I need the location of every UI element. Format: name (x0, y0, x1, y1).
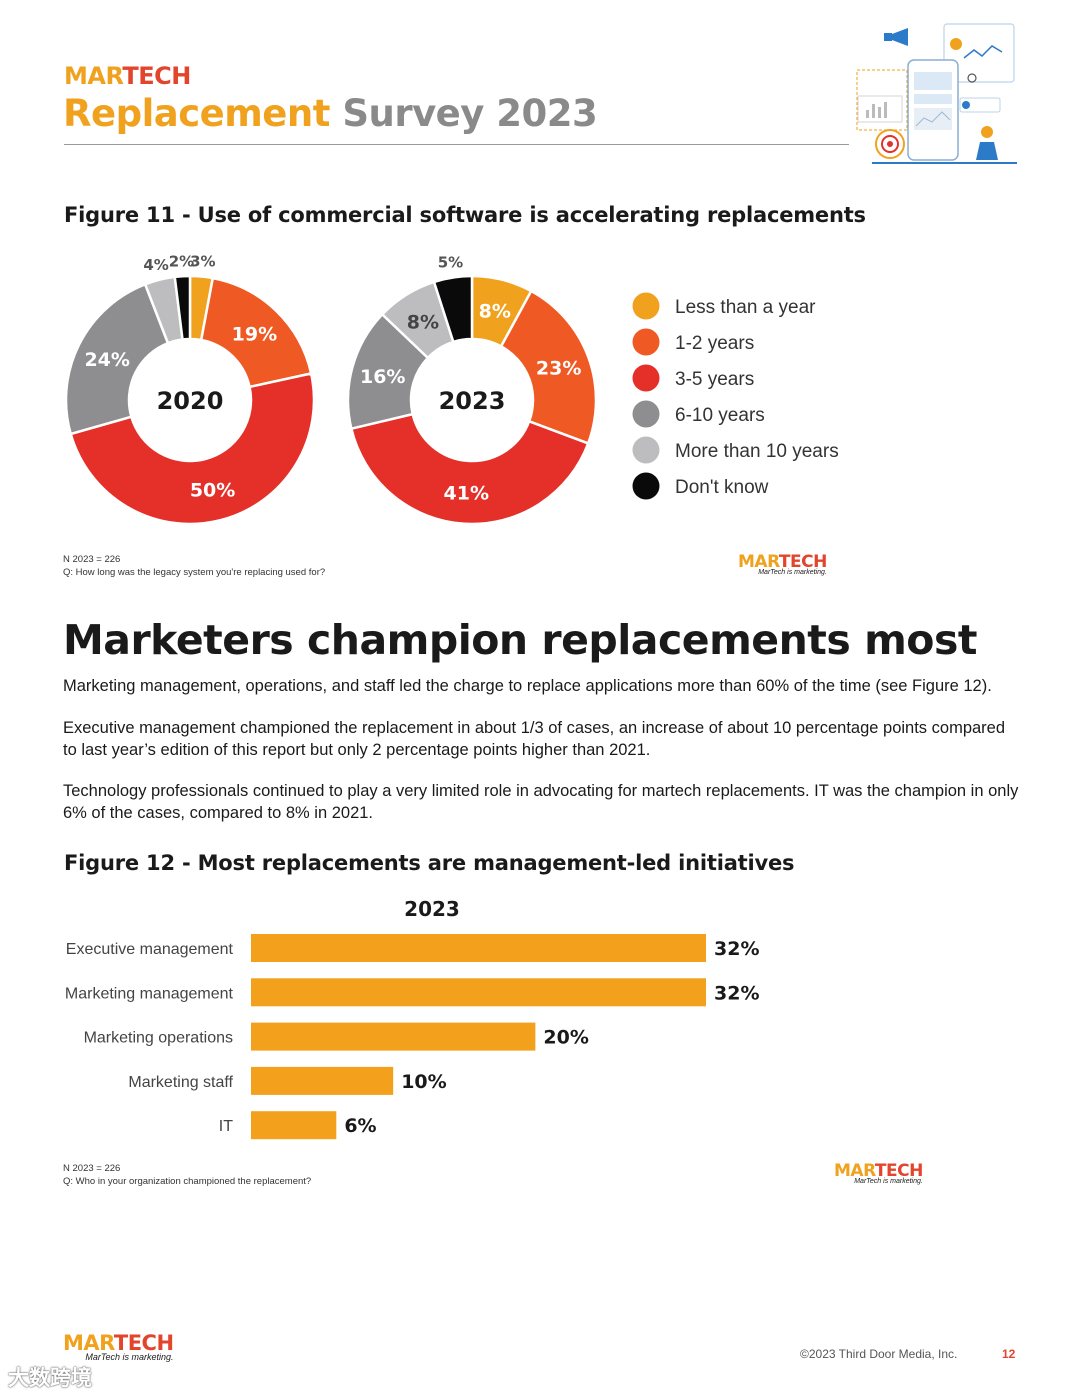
bar-chart-title: 2023 (404, 897, 460, 921)
figure-12-bar-chart: 2023 Executive management 32% Marketing man… (65, 897, 759, 1140)
brand-logo-text-b: TECH (874, 1161, 923, 1181)
marketing-illustration (856, 23, 1017, 164)
page-title: Replacement Survey 2023 (63, 92, 598, 135)
bar-value-marketing-staff: 10% (401, 1071, 446, 1093)
bar-category-marketing-staff: Marketing staff (128, 1074, 233, 1091)
donut-2023-slice-1-2-years (499, 289, 598, 446)
bar-value-it: 6% (344, 1115, 376, 1137)
donut-center-label-2020: 2020 (157, 387, 224, 415)
figure-11-question: Q: How long was the legacy system you're… (63, 567, 326, 578)
figure-12-title: Figure 12 - Most replacements are manage… (64, 851, 795, 875)
legend-label-less-than-a-year: Less than a year (675, 297, 816, 318)
bar-value-executive-management: 32% (714, 938, 759, 960)
bar-marketing-staff (251, 1066, 394, 1095)
bar-marketing-management (251, 978, 706, 1007)
legend-label-don-t-know: Don't know (675, 477, 769, 498)
brand-logo-text-a: MAR (63, 1331, 114, 1355)
brand-logo-text-b: TECH (113, 1331, 174, 1355)
legend-swatch-don-t-know (632, 472, 660, 500)
watermark: 大数跨境 (8, 1367, 92, 1390)
donut-2020-slice-3-5-years (69, 371, 316, 526)
donut-center-label-2023: 2023 (439, 387, 506, 415)
legend-label-more-than-10-years: More than 10 years (675, 441, 839, 462)
donut-2023-slice-don-t-know (432, 274, 474, 344)
donut-2020-label-6-10-years: 24% (84, 349, 129, 371)
brand-tagline: MarTech is marketing. (758, 569, 827, 576)
brand-logo-text-a: MAR (834, 1161, 875, 1181)
legend-swatch-more-than-10-years (632, 436, 660, 464)
bar-category-marketing-operations: Marketing operations (84, 1030, 233, 1047)
brand-logo-small: MARTECH MarTech is marketing. (738, 552, 827, 576)
brand-logo-text-a: MAR (64, 62, 123, 90)
brand-logo-text-b: TECH (778, 552, 827, 572)
brand-tagline: MarTech is marketing. (85, 1352, 174, 1362)
donut-2023-label-3-5-years: 41% (444, 482, 489, 504)
paragraph-3: Technology professionals continued to pl… (63, 782, 1019, 822)
footer-brand-logo: MARTECH MarTech is marketing. (63, 1331, 174, 1362)
donut-2023-label-more-than-10-years: 8% (407, 312, 439, 334)
figure-12-note: N 2023 = 226 Q: Who in your organization… (63, 1162, 311, 1188)
figure-11-donut-charts: 3% 19% 50% 24% 4% 2% 2020 8% 23% 41% 16% 8% 5% 2023 Le… (64, 252, 839, 526)
paragraph-2: Executive management championed the repl… (63, 719, 1006, 759)
donut-2020-label-don-t-know: 2% (169, 252, 194, 270)
page-number: 12 (1002, 1347, 1016, 1361)
bar-marketing-operations (251, 1022, 536, 1051)
legend-label-1-2-years: 1-2 years (675, 333, 754, 354)
section-heading: Marketers champion replacements most (63, 616, 977, 664)
figure-11-note: N 2023 = 226 Q: How long was the legacy … (63, 553, 325, 579)
figure-12-sample-size: N 2023 = 226 (63, 1163, 121, 1174)
bar-category-marketing-management: Marketing management (65, 985, 234, 1002)
donut-2020-label-less-than-a-year: 3% (190, 253, 215, 271)
bar-value-marketing-management: 32% (714, 982, 759, 1004)
donut-2020-label-more-than-10-years: 4% (143, 256, 168, 274)
bar-it (251, 1111, 337, 1140)
bar-category-executive-management: Executive management (66, 941, 234, 958)
title-divider (64, 144, 849, 145)
brand-tagline: MarTech is marketing. (854, 1178, 923, 1185)
legend-swatch-less-than-a-year (632, 292, 660, 320)
brand-logo: MARTECH (64, 62, 191, 90)
donut-2020-slice-1-2-years (199, 276, 313, 389)
donut-2023-label-don-t-know: 5% (438, 254, 463, 272)
donut-2023-label-less-than-a-year: 8% (479, 300, 511, 322)
brand-logo-small: MARTECH MarTech is marketing. (834, 1161, 923, 1185)
donut-2020-slice-don-t-know (173, 274, 192, 341)
donut-2023-label-1-2-years: 23% (536, 358, 581, 380)
paragraph-1: Marketing management, operations, and st… (63, 677, 992, 695)
figure-12-question: Q: Who in your organization championed t… (63, 1176, 312, 1187)
bar-value-marketing-operations: 20% (543, 1027, 588, 1049)
brand-logo-text-b: TECH (122, 62, 191, 90)
bar-category-it: IT (219, 1118, 233, 1135)
figure-11-title: Figure 11 - Use of commercial software i… (64, 203, 866, 227)
donut-2020-label-1-2-years: 19% (232, 324, 277, 346)
donut-2020-label-3-5-years: 50% (190, 480, 235, 502)
figure-11-sample-size: N 2023 = 226 (63, 554, 121, 565)
brand-logo-text-a: MAR (738, 552, 779, 572)
bar-executive-management (251, 934, 706, 962)
legend-label-6-10-years: 6-10 years (675, 405, 765, 426)
legend-label-3-5-years: 3-5 years (675, 369, 754, 390)
legend-swatch-6-10-years (632, 400, 660, 428)
copyright: ©2023 Third Door Media, Inc. (800, 1347, 958, 1361)
donut-2023-label-6-10-years: 16% (360, 366, 405, 388)
legend-swatch-3-5-years (632, 364, 660, 392)
donut-2023-slice-3-5-years (349, 412, 590, 526)
donut-2020-slice-6-10-years (64, 282, 170, 436)
legend-swatch-1-2-years (632, 328, 660, 356)
